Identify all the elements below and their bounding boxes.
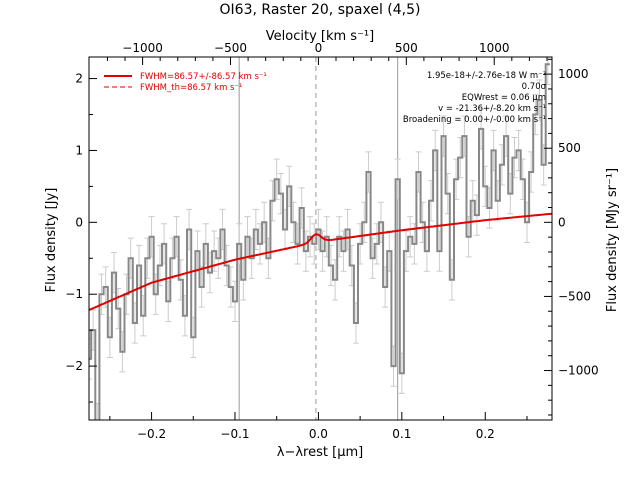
y-axis-title: Flux density [Jy]	[44, 188, 59, 293]
x-tick-label: 0.2	[476, 427, 495, 441]
y-tick-label: −2	[65, 359, 83, 373]
right-tick-label: 0	[558, 215, 566, 229]
top-tick-label: −1000	[122, 41, 163, 55]
fit-annotation-1: 0.70σ	[522, 82, 547, 92]
right-tick-label: 1000	[558, 67, 589, 81]
y-tick-label: −1	[65, 287, 83, 301]
fit-annotation-3: v = -21.36+/-8.20 km s⁻¹	[438, 104, 546, 114]
top-tick-label: 0	[315, 41, 323, 55]
x-tick-label: 0.1	[392, 427, 411, 441]
legend-label-1: FWHM_th=86.57 km s⁻¹	[140, 83, 242, 93]
right-tick-label: −1000	[558, 364, 599, 378]
spectrum-line	[89, 63, 550, 420]
top-x-axis-title: Velocity [km s⁻¹]	[266, 29, 374, 44]
y-tick-label: 0	[75, 215, 83, 229]
fit-annotation-0: 1.95e-18+/-2.76e-18 W m⁻²	[427, 71, 546, 81]
top-tick-label: 1000	[479, 41, 510, 55]
y-tick-label: 1	[75, 143, 83, 157]
legend-label-0: FWHM=86.57+/-86.57 km s⁻¹	[140, 72, 267, 82]
fit-annotation-4: Broadening = 0.00+/-0.00 km s⁻¹	[403, 115, 546, 125]
x-axis-title: λ−λrest [μm]	[277, 445, 363, 460]
chart-title: OI63, Raster 20, spaxel (4,5)	[220, 2, 421, 18]
top-tick-label: −500	[214, 41, 247, 55]
x-tick-label: −0.2	[137, 427, 166, 441]
model-fit-line	[89, 212, 552, 311]
x-tick-label: −0.1	[220, 427, 249, 441]
y-tick-label: 2	[75, 72, 83, 86]
right-tick-label: 500	[558, 141, 581, 155]
fit-annotation-2: EQWrest = 0.06 μm	[462, 93, 546, 103]
right-y-axis-title: Flux density [MJy sr⁻¹]	[605, 168, 620, 312]
spectrum-group	[89, 57, 551, 420]
top-tick-label: 500	[395, 41, 418, 55]
right-tick-label: −500	[558, 289, 591, 303]
plot-frame	[88, 56, 553, 421]
x-tick-label: 0.0	[309, 427, 328, 441]
